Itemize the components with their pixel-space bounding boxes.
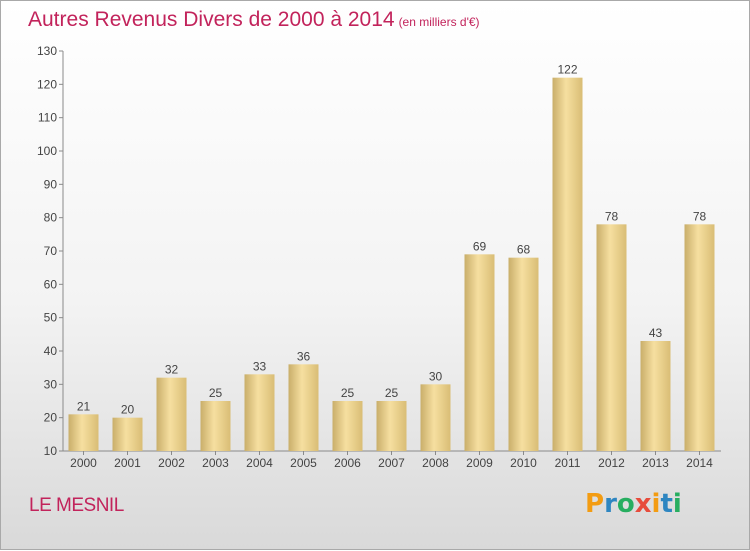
bar	[420, 384, 451, 451]
bar	[200, 401, 231, 451]
bar-value-label: 69	[473, 239, 487, 253]
bar	[596, 224, 627, 451]
chart-title-text: Autres Revenus Divers de 2000 à 2014	[28, 8, 395, 31]
bar-value-label: 78	[605, 209, 619, 223]
bar-value-label: 122	[557, 63, 577, 77]
x-tick-label: 2002	[158, 456, 185, 470]
x-tick-label: 2008	[422, 456, 449, 470]
y-tick-label: 120	[37, 77, 57, 91]
x-tick-label: 2012	[598, 456, 625, 470]
bar	[112, 417, 143, 451]
x-tick-label: 2011	[555, 456, 581, 470]
bar-value-label: 68	[517, 243, 531, 257]
bar-value-label: 78	[693, 209, 707, 223]
bar	[332, 401, 363, 451]
x-tick-label: 2010	[510, 456, 537, 470]
y-tick-label: 60	[44, 277, 58, 291]
bars-group	[68, 77, 715, 452]
y-tick-label: 100	[37, 144, 57, 158]
bar-value-label: 25	[385, 386, 399, 400]
y-tick-label: 40	[44, 344, 58, 358]
y-tick-label: 20	[44, 411, 58, 425]
x-tick-label: 2014	[686, 456, 713, 470]
x-tick-label: 2005	[290, 456, 317, 470]
bar	[288, 364, 319, 451]
bar-value-label: 20	[121, 403, 135, 417]
x-tick-label: 2000	[70, 456, 97, 470]
labels-group: 21 2000 20 2001 32 2002 25 2003 33 2004 36 2005 25 20…	[70, 63, 713, 470]
bar	[156, 377, 187, 451]
x-tick-label: 2006	[334, 456, 361, 470]
x-tick-label: 2003	[202, 456, 229, 470]
y-tick-label: 130	[37, 44, 57, 58]
bar	[376, 401, 407, 451]
y-tick-label: 80	[44, 211, 58, 225]
bar	[464, 254, 495, 451]
bar-value-label: 30	[429, 369, 443, 383]
y-tick-label: 110	[38, 111, 57, 125]
bar	[508, 257, 539, 451]
proxiti-logo: Proxiti	[585, 489, 682, 519]
chart-title: Autres Revenus Divers de 2000 à 2014 (en …	[28, 8, 480, 32]
bar	[68, 414, 99, 451]
y-tick-label: 70	[44, 244, 58, 258]
commune-name: LE MESNIL	[29, 495, 124, 516]
bar-value-label: 36	[297, 349, 311, 363]
x-tick-label: 2013	[642, 456, 669, 470]
bar-value-label: 25	[341, 386, 355, 400]
bar	[684, 224, 715, 451]
chart-subtitle: (en milliers d'€)	[398, 15, 480, 29]
y-tick-label: 10	[44, 444, 58, 458]
x-tick-label: 2001	[114, 456, 141, 470]
x-tick-label: 2004	[246, 456, 273, 470]
y-tick-label: 90	[44, 177, 58, 191]
y-tick-label: 30	[44, 377, 58, 391]
bar-value-label: 21	[77, 399, 91, 413]
x-tick-label: 2007	[378, 456, 405, 470]
x-tick-label: 2009	[466, 456, 493, 470]
y-tick-label: 50	[44, 311, 58, 325]
bar-value-label: 32	[165, 363, 179, 377]
bar	[244, 374, 275, 451]
bar-value-label: 33	[253, 359, 267, 373]
bar	[640, 341, 671, 451]
bar-value-label: 25	[209, 386, 223, 400]
bar-value-label: 43	[649, 326, 663, 340]
bar	[552, 77, 583, 452]
